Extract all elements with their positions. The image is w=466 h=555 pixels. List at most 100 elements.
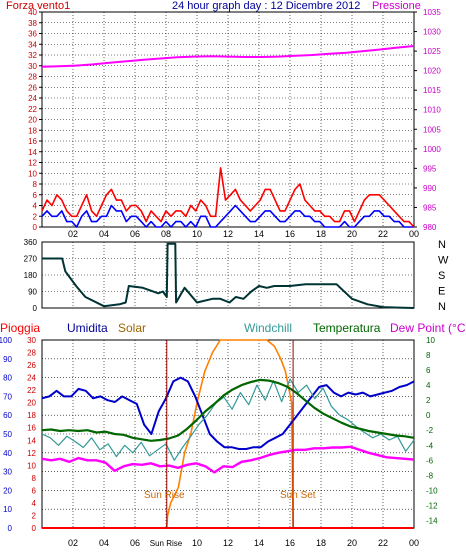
wind-pressure-panel: 0246810121416182022242628303234363840980… xyxy=(6,0,441,239)
temperature-tick-label: 2 xyxy=(426,396,431,405)
rain-tick-label: 20 xyxy=(27,399,36,408)
time-tick-label: 20 xyxy=(347,229,357,239)
temperature-tick-label: -12 xyxy=(426,501,438,510)
wind-tick-label: 32 xyxy=(28,51,37,60)
gust-series-line xyxy=(41,167,415,228)
wind-tick-label: 0 xyxy=(33,223,38,232)
temperature-series-line xyxy=(41,378,415,442)
temperature-tick-label: 8 xyxy=(426,351,431,360)
wind-tick-label: 30 xyxy=(28,62,37,71)
temperature-tick-label: -6 xyxy=(426,456,434,465)
temperature-label: Temperatura xyxy=(313,321,381,335)
rain-tick-label: 0 xyxy=(32,524,37,533)
wind-tick-label: 16 xyxy=(28,137,37,146)
humidity-axis-label: Umidita xyxy=(67,321,108,335)
humidity-tick-label: 40 xyxy=(3,449,12,458)
compass-label: S xyxy=(438,270,445,282)
temperature-tick-label: 0 xyxy=(426,411,431,420)
panel3-series xyxy=(41,339,415,529)
humidity-tick-label: 50 xyxy=(3,430,12,439)
time-tick-label: 06 xyxy=(130,229,140,239)
time-tick-label: 06 xyxy=(130,538,140,548)
humidity-tick-label: 70 xyxy=(3,392,12,401)
humidity-tick-label: 60 xyxy=(3,411,12,420)
pressure-tick-label: 995 xyxy=(423,164,437,173)
time-tick-label: 12 xyxy=(223,229,233,239)
chart-title: 24 hour graph day : 12 Dicembre 2012 xyxy=(172,0,360,12)
sun-set-annotation: Sun Set xyxy=(280,490,316,501)
time-tick-label: 14 xyxy=(254,229,264,239)
humidity-tick-label: 10 xyxy=(3,505,12,514)
wind-tick-label: 6 xyxy=(33,191,38,200)
rain-tick-label: 12 xyxy=(27,449,36,458)
rain-tick-label: 8 xyxy=(32,474,37,483)
wind-tick-label: 24 xyxy=(28,94,37,103)
time-tick-label: 20 xyxy=(347,538,357,548)
temperature-tick-label: -4 xyxy=(426,441,434,450)
time-tick-label: 16 xyxy=(285,538,295,548)
temperature-humidity-panel: 0102030405060708090100024681012141618202… xyxy=(0,321,466,548)
time-tick-label: 02 xyxy=(68,538,78,548)
windchill-series-line xyxy=(41,378,415,461)
rain-tick-label: 10 xyxy=(27,461,36,470)
time-tick-label: 22 xyxy=(378,538,388,548)
panel2-series xyxy=(42,242,415,309)
wind-tick-label: 38 xyxy=(28,19,37,28)
panel3-axes: 0102030405060708090100024681012141618202… xyxy=(0,336,438,548)
rain-tick-label: 16 xyxy=(27,424,36,433)
compass-label: E xyxy=(438,286,445,298)
dewpoint-series-line xyxy=(41,445,415,474)
time-tick-label: 12 xyxy=(223,538,233,548)
pressure-tick-label: 985 xyxy=(423,203,437,212)
humidity-tick-label: 100 xyxy=(0,336,13,345)
humidity-series-line xyxy=(41,376,415,450)
wind-tick-label: 26 xyxy=(28,83,37,92)
wind-tick-label: 2 xyxy=(33,212,38,221)
humidity-tick-label: 90 xyxy=(3,355,12,364)
time-tick-label: 04 xyxy=(99,538,109,548)
panel1-grid xyxy=(42,12,414,227)
time-tick-label: 16 xyxy=(285,229,295,239)
wind-tick-label: 18 xyxy=(28,126,37,135)
time-tick-label: Sun Rise xyxy=(150,539,183,548)
time-tick-label: 10 xyxy=(192,538,202,548)
pressure-tick-label: 1010 xyxy=(423,106,441,115)
compass-label: N xyxy=(438,301,446,313)
temperature-tick-label: 6 xyxy=(426,366,431,375)
rain-tick-label: 14 xyxy=(27,436,36,445)
wind-tick-label: 36 xyxy=(28,30,37,39)
humidity-tick-label: 0 xyxy=(8,524,13,533)
temperature-tick-label: 10 xyxy=(426,336,435,345)
time-tick-label: 18 xyxy=(316,538,326,548)
rain-tick-label: 18 xyxy=(27,411,36,420)
pressure-tick-label: 1030 xyxy=(423,28,441,37)
time-tick-label: 14 xyxy=(254,538,264,548)
pressure-tick-label: 1015 xyxy=(423,86,441,95)
direction-tick-label: 360 xyxy=(24,238,38,247)
time-tick-label: 18 xyxy=(316,229,326,239)
time-tick-label: 00 xyxy=(409,538,419,548)
time-tick-label: 10 xyxy=(192,229,202,239)
wind-tick-label: 28 xyxy=(28,73,37,82)
wind-tick-label: 34 xyxy=(28,40,37,49)
temperature-tick-label: 4 xyxy=(426,381,431,390)
solar-axis-label: Solar xyxy=(118,321,146,335)
temperature-tick-label: -8 xyxy=(426,471,434,480)
wind-tick-label: 8 xyxy=(33,180,38,189)
pressure-tick-label: 980 xyxy=(423,223,437,232)
panel1-series xyxy=(41,45,415,228)
dewpoint-label: Dew Point (°C) xyxy=(390,321,466,335)
temperature-tick-label: -14 xyxy=(426,516,438,525)
pressure-tick-label: 1020 xyxy=(423,67,441,76)
direction-tick-label: 0 xyxy=(33,304,38,313)
pressure-tick-label: 1005 xyxy=(423,125,441,134)
wind-tick-label: 14 xyxy=(28,148,37,157)
compass-label: N xyxy=(438,239,446,251)
time-tick-label: 04 xyxy=(99,229,109,239)
humidity-tick-label: 20 xyxy=(3,486,12,495)
wind-tick-label: 10 xyxy=(28,169,37,178)
rain-tick-label: 30 xyxy=(27,336,36,345)
